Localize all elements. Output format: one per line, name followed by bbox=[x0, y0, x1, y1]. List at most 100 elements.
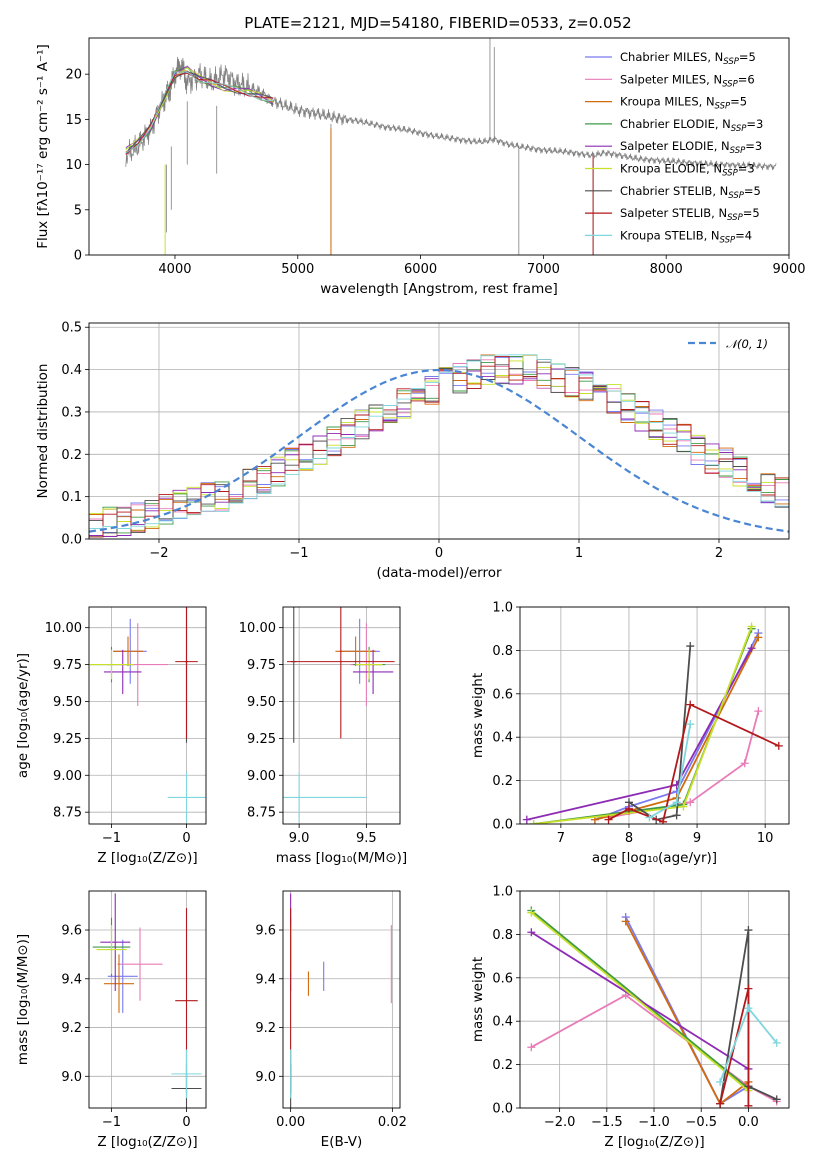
weight-marker bbox=[659, 817, 668, 824]
x-tick-label: 1 bbox=[575, 546, 583, 561]
y-tick-label: 9.50 bbox=[247, 695, 276, 710]
y-tick-label: 9.6 bbox=[61, 924, 82, 939]
weight-marker bbox=[604, 815, 613, 824]
legend-label: Kroupa MILES, NSSP=5 bbox=[620, 95, 747, 112]
x-tick-label: 0 bbox=[182, 831, 190, 846]
y-tick-label: 9.00 bbox=[247, 769, 276, 784]
x-tick-label: −1.5 bbox=[591, 1115, 623, 1130]
panel-spectrum: 4000 5000 6000 7000 8000 9000 0 5 10 15 20 waveleng… bbox=[35, 37, 806, 297]
y-tick-label: 0.0 bbox=[492, 1102, 513, 1117]
legend-label: 𝒩(0, 1) bbox=[726, 337, 768, 351]
model-line bbox=[125, 72, 274, 155]
weight-marker bbox=[527, 928, 536, 937]
x-axis-label: Z [log₁₀(Z/Z⊙)] bbox=[604, 1134, 704, 1150]
y-tick-label: 9.50 bbox=[53, 695, 82, 710]
weight-marker bbox=[716, 1077, 725, 1086]
x-tick-label: −1 bbox=[102, 1115, 121, 1130]
axes-frame bbox=[282, 890, 401, 1109]
weight-marker bbox=[744, 984, 753, 993]
x-tick-label: 8000 bbox=[650, 262, 683, 277]
weight-marker bbox=[624, 804, 633, 813]
x-tick-label: 0.02 bbox=[378, 1115, 407, 1130]
weight-marker bbox=[679, 802, 688, 811]
axes-frame bbox=[88, 322, 790, 540]
histogram-step bbox=[89, 356, 789, 538]
x-tick-label: 6000 bbox=[404, 262, 437, 277]
plot-area bbox=[290, 893, 392, 1108]
y-tick-label: 9.4 bbox=[61, 972, 82, 987]
y-axis-label: mass [log₁₀(M/M⊙)] bbox=[15, 934, 31, 1065]
panel-residuals: −2 −1 0 1 2 0.0 0.1 0.2 0.3 0.4 0.5 (data-model)/er… bbox=[35, 321, 790, 581]
weight-marker bbox=[754, 707, 763, 716]
x-tick-label: −1.0 bbox=[638, 1115, 670, 1130]
legend-label: Salpeter MILES, NSSP=6 bbox=[620, 72, 755, 89]
y-tick-label: 9.0 bbox=[61, 1070, 82, 1085]
y-tick-label: 0.2 bbox=[61, 448, 82, 463]
panel-mass-weight-vs-Z: −2.0 −1.5 −1.0 −0.5 0.0 0.0 0.2 0.4 0.6 0.8 1.0 Z [… bbox=[470, 885, 790, 1150]
normal-curve bbox=[89, 368, 789, 533]
y-tick-label: 15 bbox=[65, 113, 82, 128]
x-tick-label: −1 bbox=[289, 546, 308, 561]
x-axis-label: mass [log₁₀(M/M⊙)] bbox=[276, 850, 407, 866]
y-tick-label: 9.75 bbox=[53, 658, 82, 673]
weight-marker bbox=[529, 820, 538, 824]
x-tick-label: 2 bbox=[715, 546, 723, 561]
axes-frame bbox=[88, 606, 207, 825]
y-tick-label: 0.6 bbox=[492, 971, 513, 986]
axes-frame bbox=[519, 606, 790, 825]
model-line bbox=[125, 70, 274, 153]
weight-marker bbox=[686, 720, 695, 729]
x-axis-label: (data-model)/error bbox=[376, 565, 502, 581]
weight-line bbox=[533, 626, 753, 824]
x-axis-label: age [log₁₀(age/yr)] bbox=[592, 850, 717, 866]
x-tick-label: 9.0 bbox=[289, 831, 310, 846]
weight-marker bbox=[686, 700, 695, 709]
legend-label: Chabrier MILES, NSSP=5 bbox=[620, 50, 756, 67]
y-tick-label: 8.75 bbox=[53, 806, 82, 821]
histogram-step bbox=[89, 354, 789, 531]
x-axis-label: E(B-V) bbox=[321, 1134, 363, 1150]
x-axis-label: Z [log₁₀(Z/Z⊙)] bbox=[97, 1134, 197, 1150]
y-tick-label: 10 bbox=[65, 158, 82, 173]
weight-marker bbox=[744, 926, 753, 935]
axes-frame bbox=[519, 890, 790, 1109]
weight-marker bbox=[527, 1043, 536, 1052]
weight-marker bbox=[744, 1101, 753, 1108]
axes-frame bbox=[88, 890, 207, 1109]
y-axis-label: mass weight bbox=[470, 673, 486, 758]
x-axis-label: Z [log₁₀(Z/Z⊙)] bbox=[97, 850, 197, 866]
x-tick-label: 9000 bbox=[772, 262, 805, 277]
x-tick-label: 9 bbox=[693, 831, 701, 846]
x-tick-label: 0.0 bbox=[738, 1115, 759, 1130]
x-tick-label: 5000 bbox=[281, 262, 314, 277]
x-tick-label: 4000 bbox=[158, 262, 191, 277]
y-axis-label: mass weight bbox=[470, 957, 486, 1042]
y-tick-label: 0 bbox=[74, 249, 82, 264]
weight-line bbox=[530, 912, 749, 1092]
y-tick-label: 5 bbox=[74, 203, 82, 218]
legend-label: Kroupa STELIB, NSSP=4 bbox=[620, 228, 752, 245]
x-tick-label: 8 bbox=[625, 831, 633, 846]
y-tick-label: 0.6 bbox=[492, 687, 513, 702]
y-tick-label: 9.0 bbox=[255, 1070, 276, 1085]
y-tick-label: 0.0 bbox=[492, 818, 513, 833]
y-tick-label: 0.4 bbox=[492, 1015, 513, 1030]
y-tick-label: 1.0 bbox=[492, 885, 513, 900]
legend-label: Salpeter STELIB, NSSP=5 bbox=[620, 206, 760, 223]
histogram-step bbox=[89, 359, 789, 534]
weight-marker bbox=[672, 798, 681, 807]
y-tick-label: 9.2 bbox=[255, 1021, 276, 1036]
y-tick-label: 9.4 bbox=[255, 972, 276, 987]
legend: Chabrier MILES, NSSP=5 Salpeter MILES, NS… bbox=[585, 50, 763, 245]
model-line bbox=[125, 71, 274, 154]
panel-age-vs-mass: 9.0 9.5 8.75 9.00 9.25 9.50 9.75 10.00 mass [log… bbox=[239, 606, 407, 866]
weight-marker bbox=[747, 622, 756, 631]
weight-marker bbox=[527, 908, 536, 917]
plot-area bbox=[283, 607, 395, 823]
histogram-step bbox=[89, 354, 789, 529]
weight-marker bbox=[744, 1004, 753, 1013]
y-tick-label: 9.25 bbox=[53, 732, 82, 747]
weight-marker bbox=[772, 1095, 781, 1104]
weight-line bbox=[533, 628, 753, 824]
